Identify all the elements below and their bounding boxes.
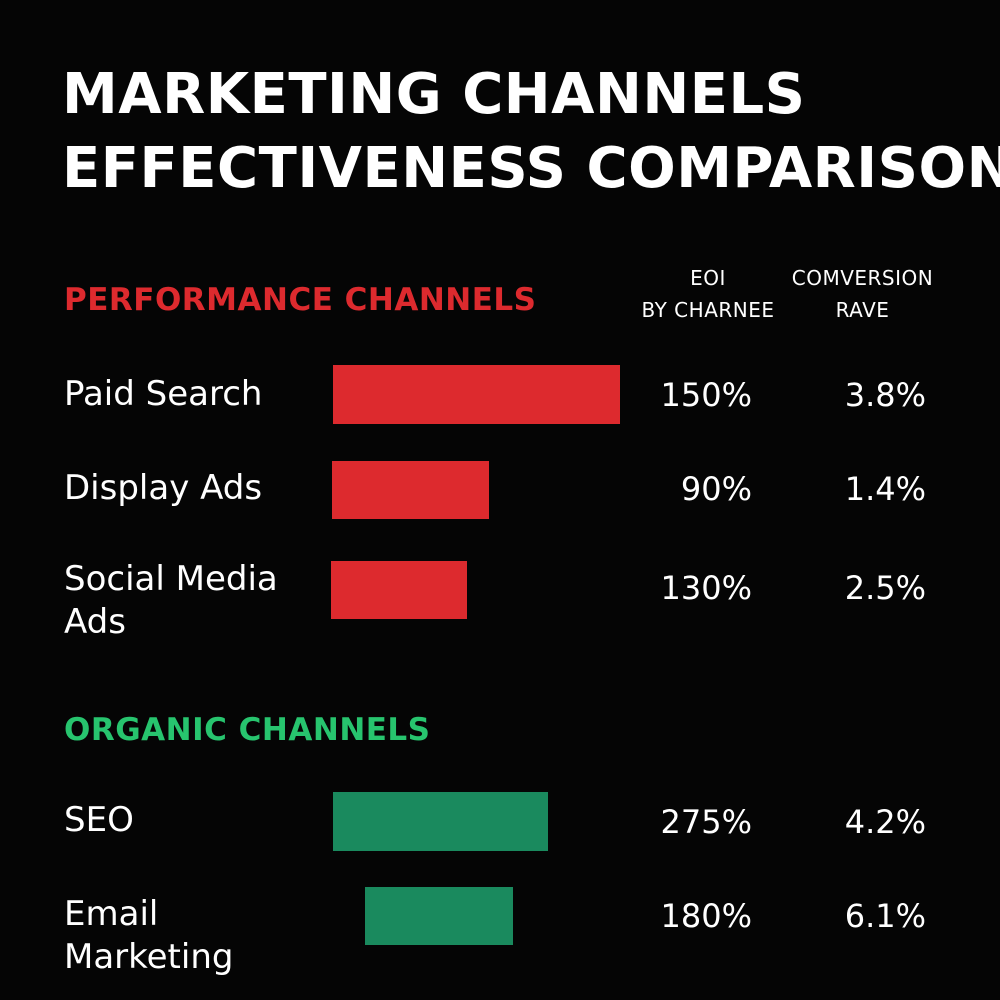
roi-header-line-2: BY CHARNEE	[641, 298, 775, 322]
bar-display-ads	[332, 461, 489, 519]
roi-email-marketing: 180%	[660, 897, 752, 935]
conversion-social-media-ads: 2.5%	[844, 569, 926, 607]
conversion-column-header: COMVERSION RAVE	[775, 262, 950, 326]
bar-seo	[333, 792, 548, 851]
section-performance-channels: PERFORMANCE CHANNELS	[64, 282, 537, 318]
bar-paid-search	[333, 365, 620, 424]
conversion-header-line-1: COMVERSION	[791, 266, 934, 290]
roi-paid-search: 150%	[660, 376, 752, 414]
roi-column-header: EOI BY CHARNEE	[628, 262, 788, 326]
conversion-display-ads: 1.4%	[844, 470, 926, 508]
chart-title-line-1: MARKETING CHANNELS	[62, 62, 806, 127]
roi-display-ads: 90%	[680, 470, 752, 508]
chart-title-line-2: EFFECTIVENESS COMPARISON	[62, 136, 1000, 201]
roi-seo: 275%	[660, 803, 752, 841]
bar-social-media-ads	[331, 561, 467, 619]
conversion-email-marketing: 6.1%	[844, 897, 926, 935]
label-paid-search: Paid Search	[64, 374, 263, 414]
bar-email-marketing	[365, 887, 513, 945]
label-email-marketing: Email Marketing	[64, 894, 234, 977]
label-seo: SEO	[64, 800, 134, 840]
section-organic-channels: ORGANIC CHANNELS	[64, 712, 431, 748]
conversion-seo: 4.2%	[844, 803, 926, 841]
conversion-header-line-2: RAVE	[835, 298, 890, 322]
roi-header-line-1: EOI	[690, 266, 726, 290]
conversion-paid-search: 3.8%	[844, 376, 926, 414]
roi-social-media-ads: 130%	[660, 569, 752, 607]
label-social-media-ads: Social Media Ads	[64, 559, 278, 642]
chart-title: MARKETING CHANNELS EFFECTIVENESS COMPARI…	[62, 58, 1000, 206]
label-display-ads: Display Ads	[64, 468, 263, 508]
